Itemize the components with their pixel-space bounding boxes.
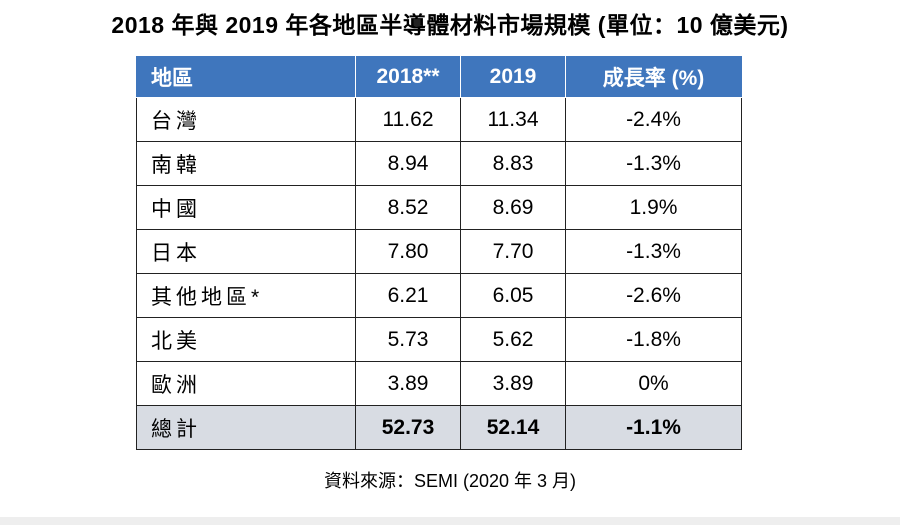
- cell-region: 北美: [136, 317, 356, 362]
- table-row: 歐洲 3.89 3.89 0%: [136, 361, 742, 406]
- header-2018: 2018**: [355, 56, 461, 98]
- cell-2019: 8.69: [460, 185, 566, 230]
- market-size-table: 地區 2018** 2019 成長率 (%) 台灣 11.62 11.34 -2…: [136, 56, 742, 450]
- total-2019: 52.14: [460, 405, 566, 450]
- table-row: 南韓 8.94 8.83 -1.3%: [136, 141, 742, 186]
- cell-2018: 8.94: [355, 141, 461, 186]
- cell-2019: 8.83: [460, 141, 566, 186]
- cell-growth: -1.8%: [565, 317, 742, 362]
- cell-growth: -1.3%: [565, 229, 742, 274]
- cell-2019: 3.89: [460, 361, 566, 406]
- table-row: 其他地區* 6.21 6.05 -2.6%: [136, 273, 742, 318]
- cell-growth: 1.9%: [565, 185, 742, 230]
- cell-region: 歐洲: [136, 361, 356, 406]
- cell-region: 台灣: [136, 97, 356, 142]
- cell-2019: 6.05: [460, 273, 566, 318]
- table-row: 台灣 11.62 11.34 -2.4%: [136, 97, 742, 142]
- bottom-divider: [0, 517, 900, 525]
- cell-2019: 7.70: [460, 229, 566, 274]
- cell-growth: -1.3%: [565, 141, 742, 186]
- cell-region: 其他地區*: [136, 273, 356, 318]
- cell-2018: 11.62: [355, 97, 461, 142]
- cell-region: 日本: [136, 229, 356, 274]
- cell-2018: 8.52: [355, 185, 461, 230]
- cell-2018: 6.21: [355, 273, 461, 318]
- cell-growth: -2.4%: [565, 97, 742, 142]
- page-title: 2018 年與 2019 年各地區半導體材料市場規模 (單位：10 億美元): [111, 12, 789, 38]
- cell-growth: -2.6%: [565, 273, 742, 318]
- cell-region: 中國: [136, 185, 356, 230]
- header-2019: 2019: [460, 56, 566, 98]
- header-region: 地區: [136, 56, 356, 98]
- cell-2018: 7.80: [355, 229, 461, 274]
- table-row: 北美 5.73 5.62 -1.8%: [136, 317, 742, 362]
- cell-2018: 5.73: [355, 317, 461, 362]
- cell-2019: 5.62: [460, 317, 566, 362]
- cell-growth: 0%: [565, 361, 742, 406]
- table-row: 中國 8.52 8.69 1.9%: [136, 185, 742, 230]
- total-growth: -1.1%: [565, 405, 742, 450]
- table-header-row: 地區 2018** 2019 成長率 (%): [136, 56, 742, 98]
- table-total-row: 總計 52.73 52.14 -1.1%: [136, 405, 742, 450]
- header-growth: 成長率 (%): [565, 56, 742, 98]
- table-row: 日本 7.80 7.70 -1.3%: [136, 229, 742, 274]
- cell-region: 南韓: [136, 141, 356, 186]
- cell-2019: 11.34: [460, 97, 566, 142]
- source-note: 資料來源：SEMI (2020 年 3 月): [323, 471, 577, 491]
- total-label: 總計: [136, 405, 356, 450]
- cell-2018: 3.89: [355, 361, 461, 406]
- total-2018: 52.73: [355, 405, 461, 450]
